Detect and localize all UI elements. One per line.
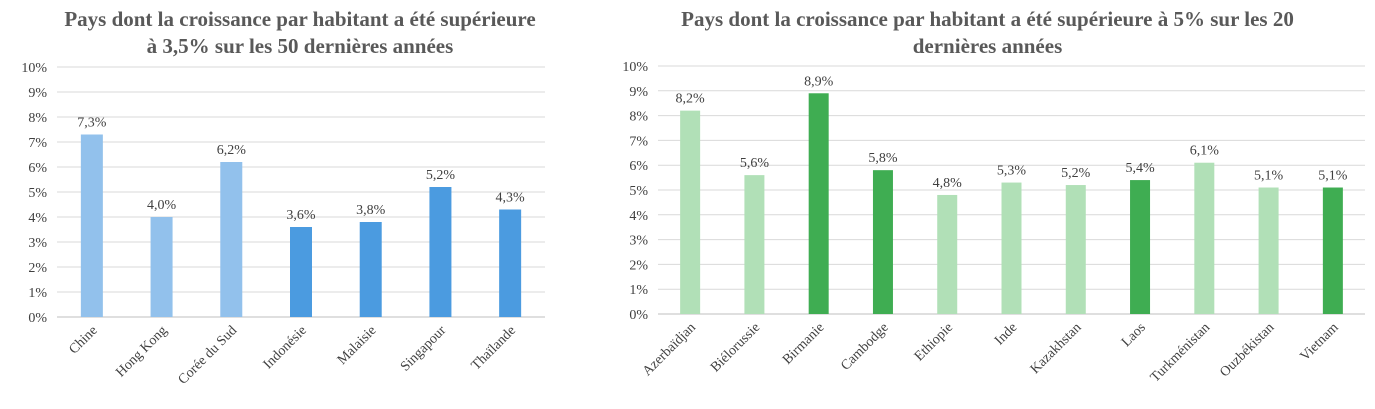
bar-left-6 — [499, 209, 522, 317]
category-label-left-1: Hong Kong — [113, 323, 170, 380]
category-label-right-9: Ouzbékistan — [1217, 320, 1277, 380]
bar-right-2 — [808, 93, 829, 314]
data-label-left-3: 3,6% — [286, 208, 316, 223]
category-label-left-3: Indonésie — [261, 323, 310, 372]
data-label-left-4: 3,8% — [356, 203, 386, 218]
y-tick-label-left-6: 6% — [28, 161, 47, 176]
data-label-right-3: 5,8% — [868, 151, 898, 166]
chart-panel-left: Pays dont la croissance par habitant a é… — [0, 0, 560, 409]
y-tick-label-left-8: 8% — [28, 111, 47, 126]
bar-left-2 — [220, 162, 243, 317]
data-label-right-5: 5,3% — [997, 164, 1027, 179]
data-label-left-2: 6,2% — [217, 143, 247, 158]
y-tick-label-left-10: 10% — [21, 61, 47, 76]
data-label-right-10: 5,1% — [1318, 169, 1348, 184]
y-tick-label-left-1: 1% — [28, 286, 47, 301]
bar-chart-left: 0% 1% 2% 3% 4% 5% 6% 7% 8% 9% 10% 7,3% Chine 4,0% Hong… — [21, 61, 545, 388]
bar-right-0 — [680, 110, 701, 314]
data-label-left-5: 5,2% — [426, 168, 456, 183]
category-label-right-2: Birmanie — [780, 320, 827, 367]
y-tick-label-left-4: 4% — [28, 211, 47, 226]
data-label-right-6: 5,2% — [1061, 166, 1091, 181]
category-label-right-5: Inde — [992, 320, 1020, 348]
y-tick-label-right-3: 3% — [629, 234, 648, 249]
bar-right-7 — [1130, 180, 1151, 314]
chart-title-left: Pays dont la croissance par habitant a é… — [64, 7, 536, 58]
bar-right-10 — [1322, 187, 1343, 314]
category-label-right-0: Azerbaïdjan — [640, 320, 699, 379]
data-label-right-0: 8,2% — [676, 92, 706, 107]
category-label-left-6: Thaïlande — [469, 323, 519, 373]
data-label-right-7: 5,4% — [1125, 161, 1155, 176]
category-label-left-2: Corée du Sud — [176, 323, 241, 388]
bar-right-5 — [1001, 182, 1022, 314]
category-label-left-0: Chine — [66, 323, 100, 357]
category-label-right-8: Turkménistan — [1148, 320, 1213, 385]
y-tick-label-right-8: 8% — [629, 110, 648, 125]
category-label-right-4: Ethiopie — [912, 320, 956, 364]
y-tick-label-left-7: 7% — [28, 136, 47, 151]
bar-right-4 — [937, 194, 958, 314]
y-tick-label-left-2: 2% — [28, 261, 47, 276]
y-tick-label-right-6: 6% — [629, 159, 648, 174]
y-tick-label-left-3: 3% — [28, 236, 47, 251]
category-label-left-4: Malaisie — [335, 323, 380, 368]
chart-title-right: Pays dont la croissance par habitant a é… — [681, 7, 1294, 58]
y-tick-label-right-10: 10% — [622, 60, 648, 75]
bar-left-3 — [290, 227, 312, 317]
data-label-right-9: 5,1% — [1254, 169, 1284, 184]
category-label-right-7: Laos — [1119, 320, 1149, 350]
bar-left-5 — [429, 187, 452, 317]
bar-right-9 — [1258, 187, 1279, 314]
data-label-left-0: 7,3% — [77, 116, 107, 131]
bar-right-8 — [1194, 162, 1215, 314]
y-tick-label-right-7: 7% — [629, 134, 648, 149]
chart-panel-right: Pays dont la croissance par habitant a é… — [600, 0, 1375, 409]
data-label-right-1: 5,6% — [740, 156, 770, 171]
category-label-right-3: Cambodge — [838, 320, 891, 373]
data-label-right-8: 6,1% — [1190, 144, 1220, 159]
data-label-right-2: 8,9% — [804, 74, 834, 89]
y-tick-label-right-2: 2% — [629, 258, 648, 273]
category-label-right-10: Vietnam — [1298, 320, 1342, 364]
y-tick-label-left-0: 0% — [28, 311, 47, 326]
bar-right-3 — [872, 170, 893, 314]
y-tick-label-right-5: 5% — [629, 184, 648, 199]
y-tick-label-right-9: 9% — [629, 85, 648, 100]
y-tick-label-right-4: 4% — [629, 209, 648, 224]
y-tick-label-right-1: 1% — [629, 283, 648, 298]
category-label-right-6: Kazakhstan — [1028, 320, 1085, 377]
category-label-right-1: Biélorussie — [708, 320, 763, 375]
data-label-left-1: 4,0% — [147, 198, 177, 213]
y-tick-label-left-9: 9% — [28, 86, 47, 101]
y-tick-label-right-0: 0% — [629, 308, 648, 323]
bar-left-0 — [80, 134, 103, 317]
bar-left-4 — [359, 222, 382, 317]
bar-right-6 — [1065, 185, 1086, 314]
bar-right-1 — [744, 175, 765, 314]
bar-chart-right: 0% 1% 2% 3% 4% 5% 6% 7% 8% 9% 10% 8,2% Azerbaïdjan 5,… — [622, 60, 1365, 385]
bar-left-1 — [150, 217, 173, 317]
y-tick-label-left-5: 5% — [28, 186, 47, 201]
category-label-left-5: Singapour — [398, 323, 450, 375]
data-label-right-4: 4,8% — [933, 176, 963, 191]
data-label-left-6: 4,3% — [496, 191, 526, 206]
